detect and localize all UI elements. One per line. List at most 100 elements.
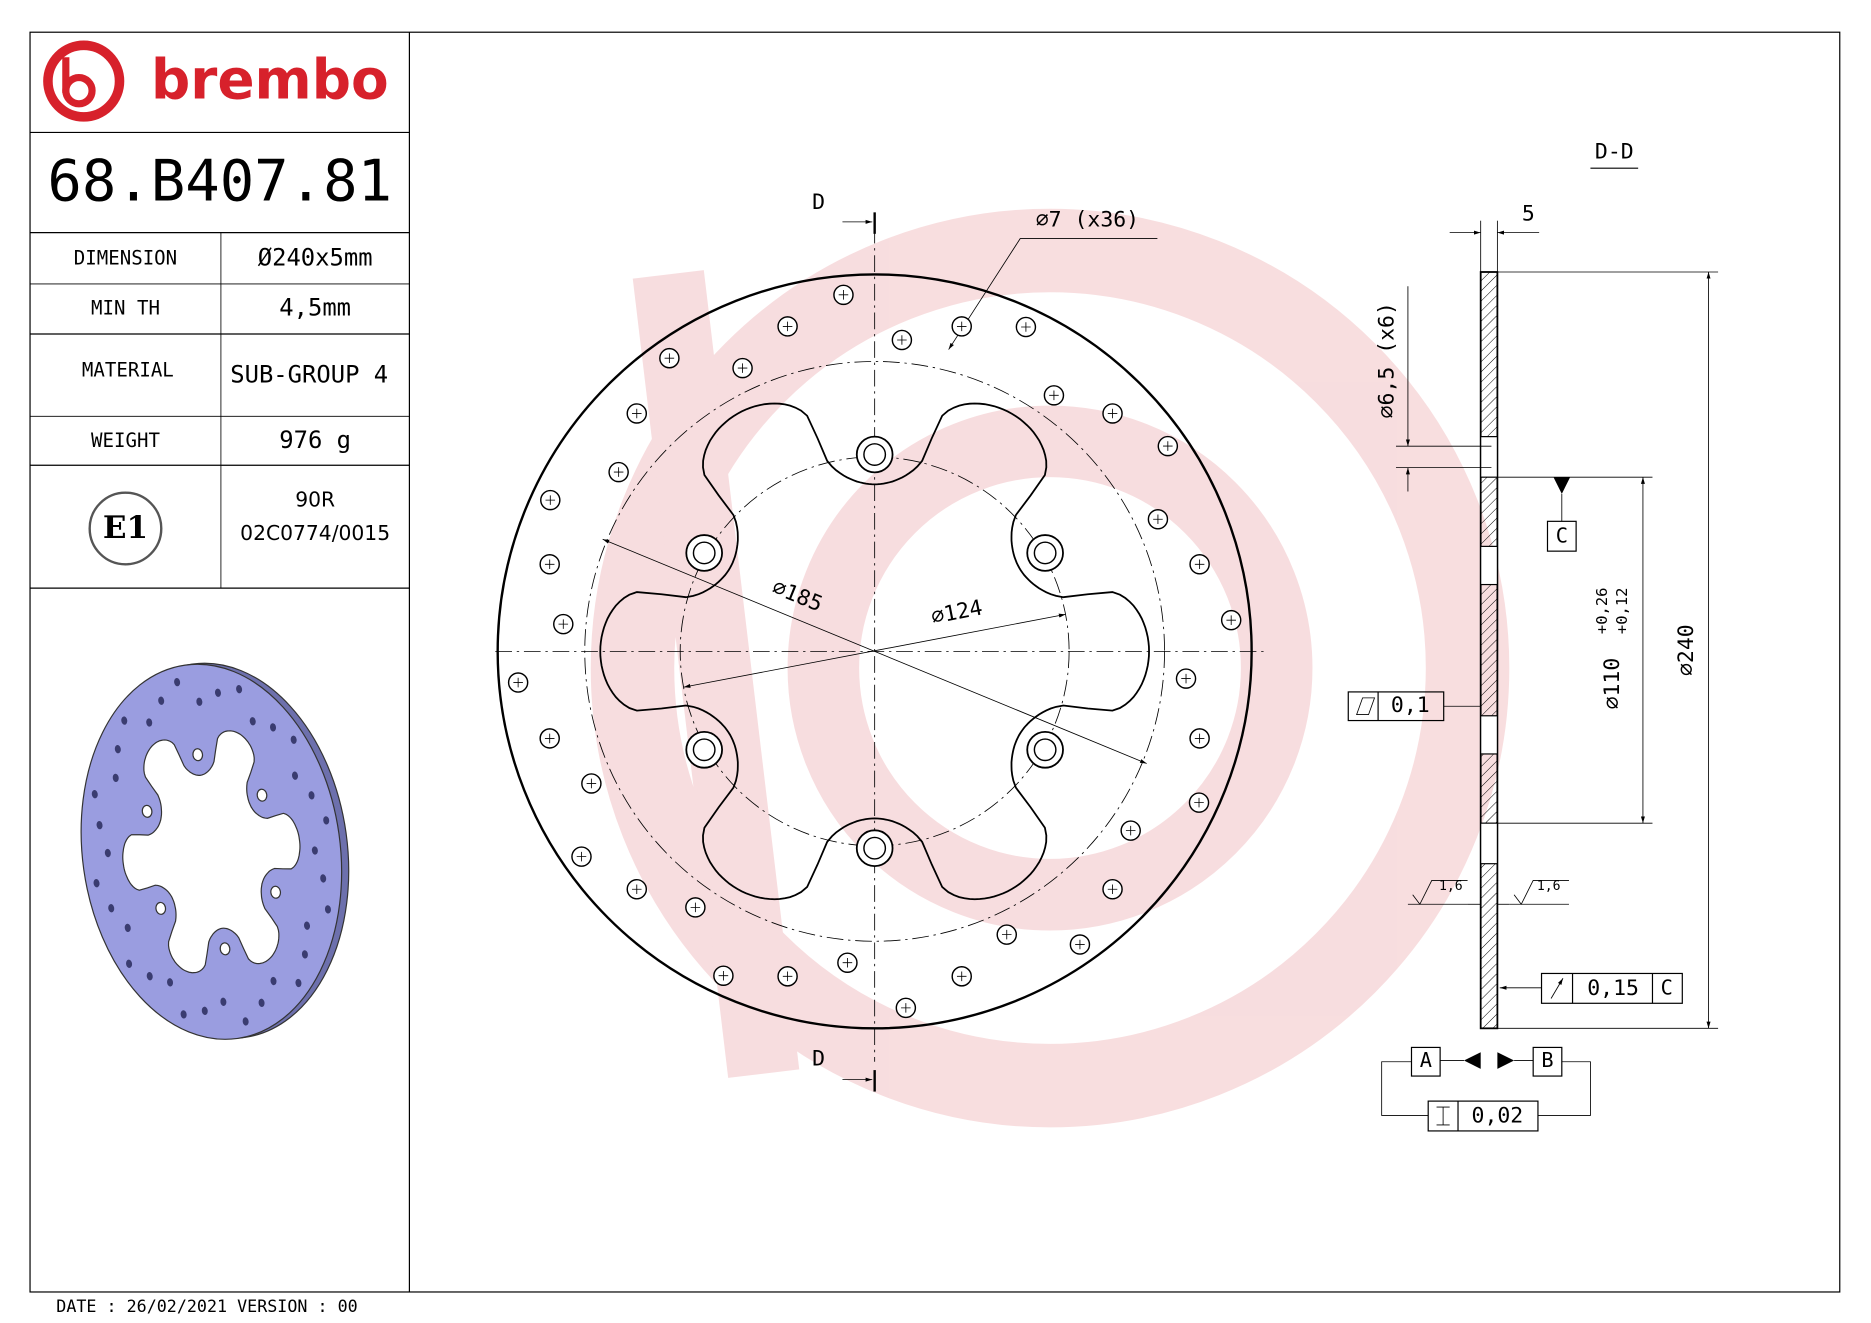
- hole-center: [1181, 673, 1191, 684]
- logo-text: brembo: [151, 48, 389, 112]
- hole-center: [737, 363, 748, 373]
- illustration-hole: [124, 923, 131, 933]
- hub-tolerance: +0,12: [1613, 587, 1631, 634]
- hub-tolerance: +0,26: [1593, 587, 1611, 634]
- brembo-logo: brembo: [43, 40, 389, 122]
- hole-center: [1107, 884, 1118, 895]
- spec-value: Ø240x5mm: [258, 243, 373, 271]
- illustration-hole: [180, 1010, 187, 1019]
- spec-label: MATERIAL: [82, 360, 174, 382]
- illustration-hole: [167, 978, 174, 987]
- hole-center: [544, 559, 555, 570]
- illustration-hole: [291, 771, 299, 780]
- thickness: 5: [1522, 202, 1535, 227]
- hole-center: [956, 971, 967, 982]
- illustration-hole: [295, 978, 302, 988]
- hole-callout: ⌀7 (x36): [1036, 208, 1139, 233]
- flatness: 0,1: [1391, 693, 1430, 718]
- illustration-hole: [236, 685, 243, 694]
- illustration-hole: [126, 959, 133, 968]
- illustration-hole: [158, 696, 165, 705]
- bolt-hole: [692, 541, 716, 565]
- hole-center: [842, 957, 853, 968]
- hole-center: [513, 677, 523, 688]
- section-cut-label: D: [812, 190, 825, 215]
- watermark: [590, 208, 1510, 1128]
- illustration-bolt: [270, 885, 282, 899]
- hole-center: [632, 408, 642, 419]
- spec-label: WEIGHT: [91, 430, 160, 452]
- hole-center: [897, 335, 907, 345]
- illustration-hole: [308, 791, 315, 800]
- illustration-hole: [104, 848, 111, 858]
- part-number: 68.B407.81: [47, 148, 392, 215]
- bolt-boss: [685, 730, 723, 769]
- illustration-hole: [242, 1017, 249, 1026]
- parallelism: 0,02: [1472, 1104, 1524, 1129]
- illustration-hole: [214, 688, 221, 697]
- illustration-hole: [96, 820, 103, 830]
- illustration-hole: [146, 718, 153, 727]
- bolt-hole: [1033, 541, 1057, 565]
- illustration-bolt: [141, 804, 153, 818]
- hole-center: [838, 290, 849, 300]
- runout-value: 0,15: [1587, 976, 1639, 1001]
- roughness: 1,6: [1537, 879, 1561, 894]
- spec-label: DIMENSION: [74, 247, 177, 269]
- hole-center: [544, 733, 555, 744]
- hole-center: [1049, 390, 1059, 401]
- hole-center: [1107, 408, 1118, 419]
- illustration-hole: [323, 816, 330, 825]
- illustration-hole: [249, 717, 256, 726]
- hole-center: [576, 851, 587, 862]
- illustration-hole: [320, 874, 327, 883]
- illustration-hole: [146, 972, 153, 981]
- hole-center: [956, 321, 967, 332]
- datum-a: A: [1420, 1048, 1432, 1072]
- hole-center: [632, 884, 642, 895]
- footer: DATE : 26/02/2021 VERSION : 00: [56, 1296, 357, 1316]
- illustration-hole: [258, 998, 265, 1007]
- bolt-boss: [855, 829, 894, 867]
- spec-value: SUB-GROUP 4: [230, 360, 388, 388]
- hole-center: [1194, 797, 1204, 808]
- illustration-hole: [311, 846, 318, 855]
- section-view-title: D-D: [1595, 140, 1634, 165]
- spec-label: MIN TH: [91, 297, 160, 319]
- section-cut-label: D: [812, 1046, 825, 1071]
- illustration-hole: [93, 879, 100, 888]
- illustration-hole: [304, 921, 311, 930]
- illustration-hole: [269, 723, 277, 732]
- approval-mark: E1: [103, 510, 148, 546]
- bolt-boss: [1026, 730, 1064, 769]
- hole-center: [1194, 733, 1205, 744]
- illustration-hole: [301, 950, 308, 959]
- hole-center: [901, 1003, 911, 1013]
- hole-center: [1226, 615, 1236, 625]
- hole-center: [545, 495, 556, 505]
- approval-circle: [88, 491, 163, 566]
- illustration-hole: [121, 716, 128, 725]
- hole-center: [690, 902, 701, 913]
- hole-center: [613, 467, 624, 477]
- front-view: ⌀185 ⌀124 ⌀7 (x36) D D: [495, 190, 1265, 1092]
- illustration-hole: [270, 976, 277, 986]
- outer-diameter: ⌀240: [1674, 624, 1699, 676]
- bolt-boss: [855, 435, 894, 474]
- illustration-bolt: [155, 901, 167, 915]
- illustration-cutout: [122, 730, 301, 974]
- bolt-hole: [692, 738, 716, 762]
- disc-illustration: [80, 662, 350, 1040]
- illustration-hole: [324, 905, 331, 914]
- illustration-hole: [174, 677, 181, 687]
- spec-value: 976 g: [279, 426, 351, 454]
- approval-line: 02C0774/0015: [240, 521, 390, 545]
- datum-b: B: [1541, 1048, 1553, 1072]
- illustration-bolt: [192, 748, 204, 762]
- bolt-hole-callout: ⌀6,5 (x6): [1375, 302, 1400, 418]
- runout-datum: C: [1661, 975, 1673, 999]
- hole-center: [782, 321, 793, 332]
- hole-center: [1163, 441, 1173, 451]
- bore-diameter: ⌀124: [929, 595, 985, 629]
- illustration-hole: [114, 745, 121, 754]
